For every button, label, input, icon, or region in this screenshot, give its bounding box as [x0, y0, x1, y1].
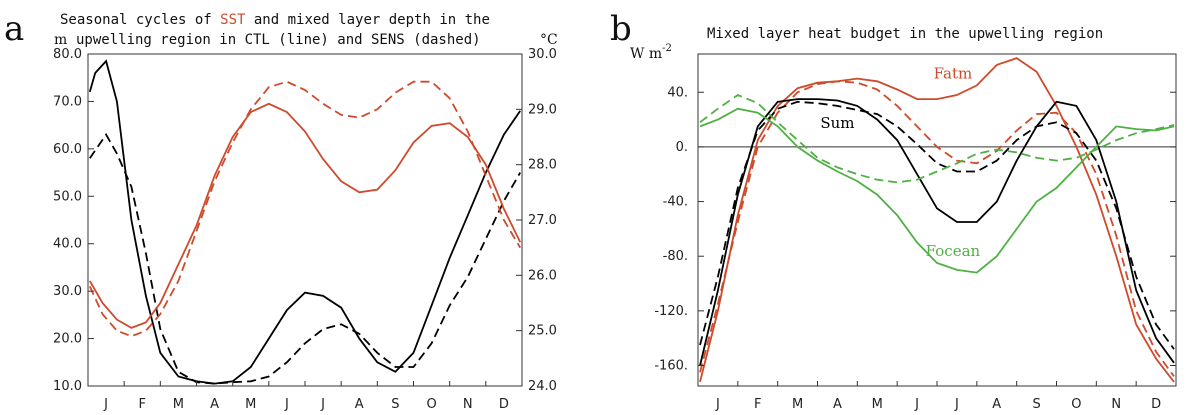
xtick-label: A [210, 397, 219, 412]
ytick-label: 40. [667, 85, 688, 100]
xtick-label: O [426, 397, 436, 412]
right-ytick-label: 28.0 [528, 158, 557, 173]
annotation-focean: Focean [926, 242, 981, 260]
unit-exponent: -2 [662, 43, 672, 54]
left-ytick-label: 40.0 [53, 237, 82, 252]
xtick-label: J [914, 397, 919, 412]
left-ytick-label: 80.0 [53, 47, 82, 62]
xtick-label: M [872, 397, 883, 412]
xtick-label: F [139, 397, 146, 412]
ytick-label: -160. [654, 359, 688, 374]
xtick-label: F [754, 397, 761, 412]
left-ytick-label: 10.0 [53, 379, 82, 394]
panel-a-left-axis-unit: m [54, 32, 67, 48]
left-ytick-label: 50.0 [53, 189, 82, 204]
xtick-label: D [1151, 397, 1161, 412]
panel-a-frame [87, 53, 523, 387]
panel-a-title-line2: upwelling region in CTL (line) and SENS … [76, 32, 481, 48]
panel-b-annotations: Fatm Sum Focean [820, 65, 980, 261]
xtick-label: N [1111, 397, 1121, 412]
xtick-label: S [1032, 397, 1040, 412]
panel-b-axis-unit: W m-2 [630, 43, 672, 62]
left-ytick-label: 70.0 [53, 94, 82, 109]
xtick-label: S [391, 397, 399, 412]
ytick-label: 0. [676, 140, 688, 155]
xtick-label: D [499, 397, 509, 412]
xtick-label: A [992, 397, 1001, 412]
panel-b-series-line-sum-solid [699, 98, 1175, 366]
ytick-label: -40. [663, 195, 688, 210]
panel-a-series-line-3 [88, 80, 521, 338]
xtick-label: O [1071, 397, 1081, 412]
ytick-label: -120. [654, 304, 688, 319]
xtick-label: N [463, 397, 473, 412]
title-part-sst: SST [220, 12, 246, 28]
panel-a-series-line-1 [89, 132, 521, 385]
xtick-label: M [792, 397, 803, 412]
ytick-label: -80. [663, 249, 688, 264]
panel-b-series-line-focean-dashed [699, 93, 1175, 184]
panel-b-series [699, 57, 1175, 383]
xtick-label: A [833, 397, 842, 412]
panel-b-ticks: -160. -120. -80. -40. 0. 40. J F M A M J J A S O N D [654, 85, 1176, 412]
right-ytick-label: 30.0 [528, 47, 557, 62]
title-part-3: and mixed layer depth in the [245, 12, 489, 28]
left-ytick-label: 20.0 [53, 332, 82, 347]
panel-a-series [88, 59, 522, 385]
title-part-1: Seasonal cycles of [60, 12, 220, 28]
unit-base: W m [630, 46, 662, 62]
panel-a-title-line1: Seasonal cycles of SST and mixed layer d… [60, 12, 490, 28]
panel-a-series-line-2 [89, 102, 522, 329]
panel-b-chart: b Mixed layer heat budget in the upwelli… [610, 9, 1177, 412]
xtick-label: A [355, 397, 364, 412]
panel-a-series-line-0 [88, 59, 521, 385]
xtick-label: J [103, 397, 108, 412]
xtick-label: J [954, 397, 959, 412]
right-ytick-label: 24.0 [528, 379, 557, 394]
right-ytick-label: 29.0 [528, 102, 557, 117]
panel-a-label: a [4, 9, 24, 49]
right-ytick-label: 27.0 [528, 213, 557, 228]
panel-b-series-line-fatm-dashed [699, 80, 1175, 377]
xtick-label: J [320, 397, 325, 412]
xtick-label: J [715, 397, 720, 412]
xtick-label: J [284, 397, 289, 412]
panel-b-label: b [610, 9, 632, 49]
xtick-label: M [173, 397, 184, 412]
panel-a-chart: a Seasonal cycles of SST and mixed layer… [4, 9, 558, 412]
right-ytick-label: 25.0 [528, 324, 557, 339]
panel-b-series-line-focean-solid [699, 107, 1175, 274]
panel-a-right-axis-unit: °C [540, 32, 558, 48]
xtick-label: M [245, 397, 256, 412]
annotation-sum: Sum [820, 114, 854, 132]
right-ytick-label: 26.0 [528, 268, 557, 283]
panel-a-ticks: 10.0 20.0 30.0 40.0 50.0 60.0 70.0 80.0 24.0 25.0… [53, 47, 557, 412]
left-ytick-label: 60.0 [53, 142, 82, 157]
panel-b-series-line-fatm-solid [699, 57, 1175, 383]
left-ytick-label: 30.0 [53, 284, 82, 299]
annotation-fatm: Fatm [934, 65, 973, 83]
panel-b-title: Mixed layer heat budget in the upwelling… [707, 26, 1103, 42]
